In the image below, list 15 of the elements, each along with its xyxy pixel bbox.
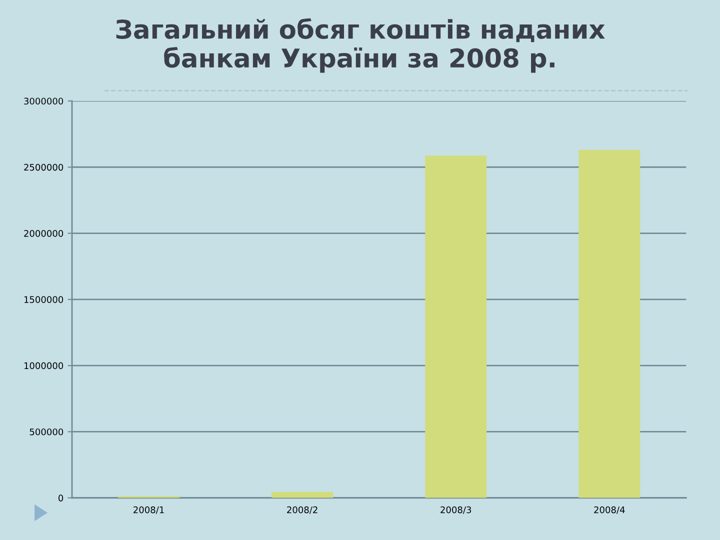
y-tick-label: 3000000 [24,98,64,105]
bar [272,492,334,498]
x-tick-label: 2008/2 [287,506,318,514]
x-tick-label: 2008/3 [440,506,472,514]
x-tick-label: 2008/4 [594,506,625,514]
chart-title: Загальний обсяг коштів наданих банкам України за 2008 р. [116,18,605,73]
bar [425,156,487,498]
y-tick-label: 1000000 [24,362,64,370]
y-tick-label: 500000 [30,428,64,436]
bar [578,150,640,498]
y-tick-label: 2500000 [24,164,64,171]
x-tick-label: 2008/1 [134,506,164,514]
y-tick-label: 2000000 [24,230,64,237]
y-tick-label: 0 [58,494,64,502]
y-tick-label: 1500000 [24,296,64,303]
